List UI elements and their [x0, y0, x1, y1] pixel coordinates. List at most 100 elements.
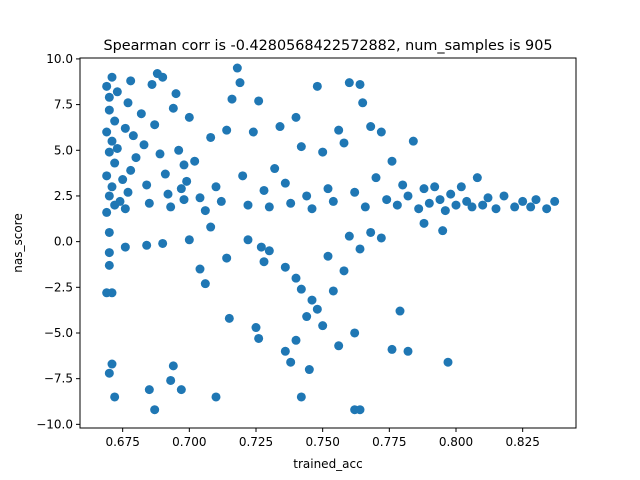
data-point	[339, 266, 349, 276]
data-point	[446, 189, 456, 199]
data-point	[280, 178, 290, 188]
data-point	[227, 94, 237, 104]
data-point	[376, 233, 386, 243]
data-point	[238, 171, 248, 181]
x-tick-label: 0.675	[105, 435, 139, 449]
y-tick-label: −7.5	[44, 372, 73, 386]
data-point	[104, 191, 114, 201]
data-point	[150, 120, 160, 130]
data-point	[296, 284, 306, 294]
data-point	[155, 149, 165, 159]
data-point	[104, 227, 114, 237]
data-point	[334, 125, 344, 135]
data-point	[195, 193, 205, 203]
y-axis-ticks: −10.0 −7.5 −5.0 −2.5 0.0 2.5 5.0 7.5 10.0	[36, 52, 80, 431]
data-point	[144, 198, 154, 208]
data-point	[104, 248, 114, 258]
data-point	[206, 132, 216, 142]
data-point	[328, 286, 338, 296]
data-point	[200, 279, 210, 289]
data-point	[302, 191, 312, 201]
data-point	[302, 312, 312, 322]
data-point	[206, 222, 216, 232]
data-point	[110, 392, 120, 402]
data-point	[312, 81, 322, 91]
data-point	[102, 207, 112, 217]
y-tick-label: 7.5	[54, 98, 73, 112]
data-point	[150, 405, 160, 415]
data-point	[171, 89, 181, 99]
data-point	[499, 191, 509, 201]
data-point	[371, 173, 381, 183]
data-point	[243, 235, 253, 245]
data-point	[286, 198, 296, 208]
data-point	[166, 202, 176, 212]
data-point	[264, 202, 274, 212]
data-point	[296, 142, 306, 152]
data-point	[438, 226, 448, 236]
x-axis-label: trained_acc	[293, 457, 362, 471]
data-point	[200, 206, 210, 216]
data-point	[435, 195, 445, 205]
data-point	[158, 72, 168, 82]
data-point	[110, 116, 120, 126]
data-point	[291, 335, 301, 345]
data-point	[184, 235, 194, 245]
data-point	[456, 182, 466, 192]
data-point	[222, 253, 232, 263]
data-point	[107, 136, 117, 146]
data-point	[307, 295, 317, 305]
data-point	[102, 127, 112, 137]
data-point	[424, 198, 434, 208]
data-point	[286, 357, 296, 367]
data-point	[419, 218, 429, 228]
data-point	[275, 122, 285, 132]
data-point	[248, 127, 258, 137]
data-point	[120, 204, 130, 214]
data-point	[323, 184, 333, 194]
data-point	[107, 182, 117, 192]
data-point	[408, 136, 418, 146]
data-point	[443, 357, 453, 367]
data-point	[176, 385, 186, 395]
x-tick-label: 0.725	[239, 435, 273, 449]
y-tick-label: 10.0	[46, 52, 73, 66]
data-point	[235, 78, 245, 88]
data-point	[518, 196, 528, 206]
data-point	[344, 231, 354, 241]
data-point	[168, 103, 178, 113]
data-point	[392, 200, 402, 210]
data-point	[107, 359, 117, 369]
data-point	[376, 127, 386, 137]
data-point	[280, 262, 290, 272]
data-point	[328, 196, 338, 206]
y-axis-label: nas_score	[11, 213, 25, 272]
data-point	[174, 145, 184, 155]
data-point	[270, 164, 280, 174]
y-tick-label: 0.0	[54, 235, 73, 249]
data-point	[128, 131, 138, 141]
data-point	[144, 385, 154, 395]
data-point	[224, 313, 234, 323]
data-point	[112, 87, 122, 97]
data-point	[358, 98, 368, 108]
data-point	[211, 182, 221, 192]
data-point	[168, 361, 178, 371]
y-tick-label: −5.0	[44, 326, 73, 340]
x-tick-label: 0.700	[172, 435, 206, 449]
data-point	[478, 200, 488, 210]
x-tick-label: 0.750	[305, 435, 339, 449]
data-point	[355, 244, 365, 254]
data-point	[110, 158, 120, 168]
data-point	[440, 206, 450, 216]
data-point	[550, 196, 560, 206]
data-point	[120, 123, 130, 133]
data-point	[510, 202, 520, 212]
data-point	[472, 173, 482, 183]
data-point	[403, 191, 413, 201]
data-point	[360, 202, 370, 212]
data-point	[126, 76, 136, 86]
data-point	[291, 273, 301, 283]
